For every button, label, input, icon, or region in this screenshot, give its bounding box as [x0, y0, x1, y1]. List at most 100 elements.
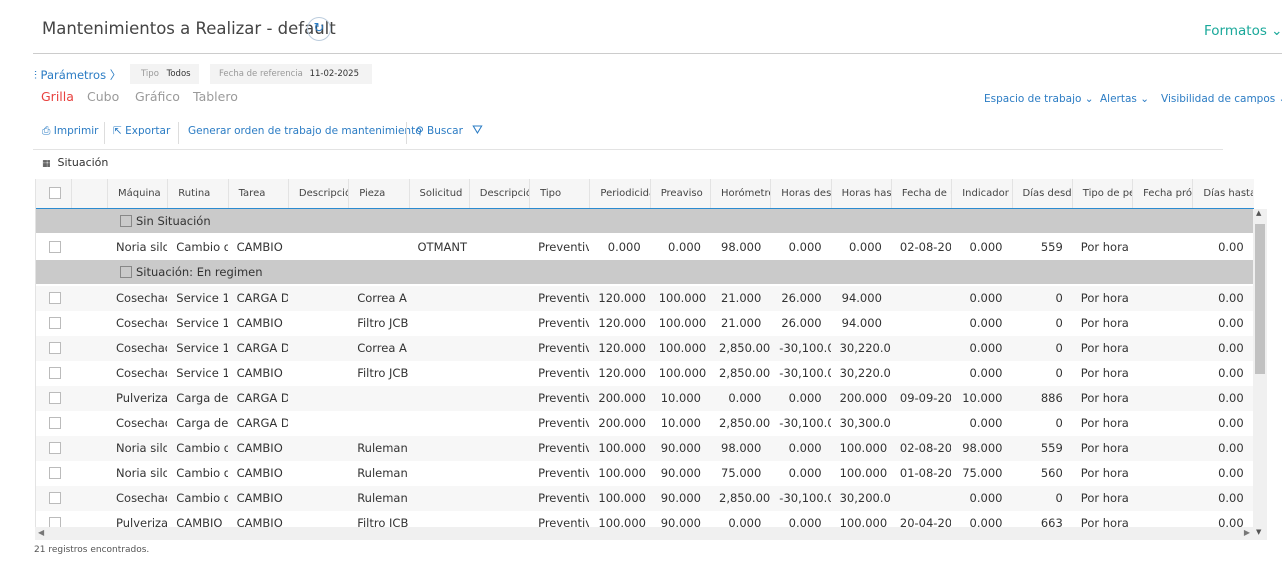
menu-dropdown[interactable]: Visibilidad de campos ⌄ [1161, 93, 1282, 105]
cell: 120.000 [598, 291, 646, 305]
column-header[interactable]: Días hasta próxima rutina [1192, 179, 1253, 208]
menu-label: Espacio de trabajo [984, 93, 1082, 105]
refresh-button[interactable]: ↻ [307, 17, 331, 41]
cell: 0.000 [788, 516, 822, 527]
cell: Cambio de [176, 491, 227, 505]
menu-dropdown[interactable]: Espacio de trabajo ⌄ [984, 93, 1094, 105]
row-checkbox[interactable] [49, 392, 61, 404]
column-header[interactable]: Rutina [167, 179, 227, 208]
group-by[interactable]: ▦ Situación [42, 156, 109, 169]
cell: Preventivo [538, 466, 589, 480]
grid-header [36, 179, 1254, 209]
cell: Service 100 [176, 316, 227, 330]
horizontal-scrollbar[interactable]: ◀ ▶ [35, 527, 1253, 540]
toolbar-button[interactable]: Generar orden de trabajo de mantenimient… [188, 125, 422, 137]
column-header[interactable]: Máquina [107, 179, 167, 208]
cell: CAMBIO [236, 466, 283, 480]
row-checkbox[interactable] [49, 292, 61, 304]
toolbar-button[interactable]: ⚲ Buscar [416, 125, 463, 137]
type-label: Tipo [141, 69, 159, 79]
row-checkbox[interactable] [49, 517, 61, 527]
cell: -30,100.000 [779, 491, 830, 505]
vertical-scrollbar[interactable]: ▲ ▼ [1253, 209, 1267, 540]
row-checkbox[interactable] [49, 241, 61, 253]
cell: -30,100.000 [779, 366, 830, 380]
cell: 0 [1055, 291, 1063, 305]
cell: Por hora [1080, 366, 1129, 380]
data-row: Noria silo Cambio de CAMBIO Rulemanes Preven… [36, 461, 1254, 486]
column-header[interactable]: Solicitud [408, 179, 469, 208]
column-header[interactable]: Pieza [348, 179, 408, 208]
cell: Preventivo [538, 516, 589, 527]
group-row: Sin Situación [36, 209, 1254, 233]
row-checkbox[interactable] [49, 317, 61, 329]
cell: Noria silo [116, 240, 168, 254]
type-filter[interactable]: Tipo Todos [130, 64, 199, 84]
view-tab[interactable]: Cubo [87, 89, 120, 104]
date-label: Fecha de referencia [219, 69, 303, 79]
cell: 120.000 [598, 316, 646, 330]
row-checkbox[interactable] [49, 442, 61, 454]
view-tab[interactable]: Tablero [193, 89, 238, 104]
cell: 559 [1040, 240, 1063, 254]
row-checkbox[interactable] [49, 417, 61, 429]
cell: 0.000 [788, 391, 822, 405]
date-filter[interactable]: Fecha de referencia 11-02-2025 [210, 64, 372, 84]
column-header[interactable]: Días desde última rutina [1011, 179, 1072, 208]
filter-button[interactable]: ⛛ [472, 123, 483, 138]
cell: 30,300.000 [839, 416, 891, 430]
group-checkbox[interactable] [120, 266, 132, 278]
cell: 30,220.000 [839, 366, 891, 380]
cell: 0.000 [788, 466, 822, 480]
row-checkbox[interactable] [49, 492, 61, 504]
group-label: Sin Situación [136, 214, 211, 228]
cell: 0.000 [788, 441, 822, 455]
column-header[interactable]: Horómetro actual [710, 179, 770, 208]
row-checkbox[interactable] [49, 342, 61, 354]
column-header[interactable]: Descripción en solicitud [468, 179, 529, 208]
cell: 0.000 [969, 516, 1003, 527]
cell: 0.000 [969, 416, 1003, 430]
toolbar-button[interactable]: ⇱ Exportar [113, 125, 171, 137]
column-header[interactable]: Horas hasta próxima rutina [830, 179, 891, 208]
column-header[interactable]: Periodicidad [589, 179, 650, 208]
column-header[interactable]: Indicador de la última rutina [951, 179, 1011, 208]
view-tab[interactable]: Grilla [41, 89, 74, 104]
column-header[interactable]: Tipo de periodicidad [1071, 179, 1132, 208]
cell: CAMBIO [236, 491, 283, 505]
cell: 30,220.000 [839, 341, 891, 355]
header-checkbox[interactable] [49, 187, 61, 199]
cell: 0.00 [1218, 491, 1244, 505]
cell: Cosechadora [116, 491, 167, 505]
cell: 90.000 [660, 441, 701, 455]
column-header[interactable]: Preaviso [649, 179, 710, 208]
menu-dropdown[interactable]: Alertas ⌄ [1100, 93, 1150, 105]
cell: 02-08-2024 [899, 441, 951, 455]
cell: 120.000 [598, 341, 646, 355]
cell: Cosechadora [116, 341, 167, 355]
row-checkbox[interactable] [49, 367, 61, 379]
formats-menu[interactable]: Formatos ⌄ [1204, 23, 1282, 39]
params-link[interactable]: ⫶ Parámetros 〉 [34, 68, 122, 82]
column-header[interactable]: Fecha próxima rutina [1132, 179, 1192, 208]
cell: Preventivo [538, 441, 589, 455]
group-checkbox[interactable] [120, 215, 132, 227]
cell: 0.00 [1218, 240, 1244, 254]
cell: 10.000 [660, 416, 701, 430]
toolbar-button[interactable]: ⎙ Imprimir [42, 125, 99, 137]
column-header[interactable]: Fecha de última rutina [890, 179, 951, 208]
row-checkbox[interactable] [49, 467, 61, 479]
cell: Preventivo [538, 291, 589, 305]
column-header[interactable]: Horas desde última rutina [770, 179, 831, 208]
cell: Noria silo [116, 466, 168, 480]
view-tab[interactable]: Gráfico [135, 89, 180, 104]
cell: 21.000 [721, 291, 762, 305]
column-header[interactable]: Descripción de tarea [287, 179, 348, 208]
cell: 0.000 [668, 240, 701, 254]
cell: Cosechadora [116, 416, 167, 430]
column-header[interactable]: Tarea [227, 179, 288, 208]
column-header[interactable]: Tipo [529, 179, 589, 208]
cell: 75.000 [721, 466, 762, 480]
divider [33, 53, 1282, 54]
cell: CAMBIO [176, 516, 223, 527]
